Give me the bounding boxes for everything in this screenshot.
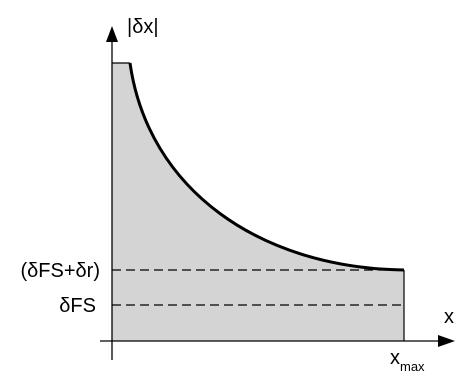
y-axis-label: |δx| xyxy=(127,16,159,38)
region-outline xyxy=(112,62,405,341)
decay-curve xyxy=(128,62,405,272)
shaded-region xyxy=(112,63,404,341)
y-axis-arrowhead xyxy=(106,26,118,42)
level-label-upper: (δFS+δr) xyxy=(21,260,100,282)
x-max-base: x xyxy=(390,347,400,369)
x-max-subscript: max xyxy=(400,359,425,374)
x-max-label: xmax xyxy=(390,347,425,374)
level-label-lower: δFS xyxy=(59,295,96,317)
x-axis-arrowhead xyxy=(438,335,455,347)
x-axis-label: x xyxy=(444,306,454,328)
